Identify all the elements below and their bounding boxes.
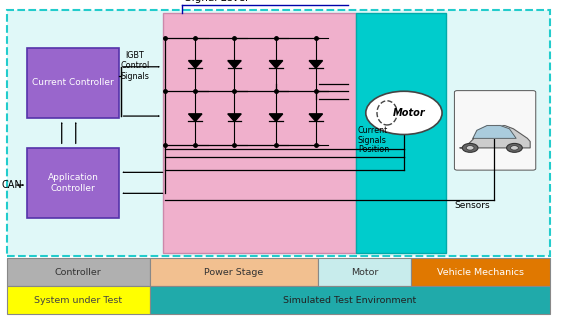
- Polygon shape: [473, 126, 516, 138]
- Text: Current
Signals: Current Signals: [358, 126, 388, 145]
- Text: Motor: Motor: [351, 268, 378, 277]
- Text: Power Stage: Power Stage: [204, 268, 264, 277]
- Polygon shape: [188, 114, 202, 121]
- Text: Controller: Controller: [55, 268, 102, 277]
- Bar: [27, 48, 119, 118]
- Bar: [411, 258, 550, 286]
- Text: Application
Controller: Application Controller: [48, 173, 99, 193]
- Circle shape: [366, 91, 442, 135]
- Text: Simulated Test Environment: Simulated Test Environment: [283, 296, 416, 305]
- Polygon shape: [228, 60, 241, 68]
- Polygon shape: [228, 114, 241, 121]
- Circle shape: [507, 143, 522, 152]
- Text: Motor: Motor: [393, 108, 426, 118]
- Circle shape: [511, 146, 518, 150]
- Bar: [7, 286, 150, 314]
- FancyBboxPatch shape: [454, 91, 536, 170]
- Bar: [7, 258, 150, 286]
- Bar: [163, 13, 356, 253]
- Text: Position: Position: [358, 145, 389, 154]
- Bar: [150, 286, 550, 314]
- Text: Sensors: Sensors: [454, 201, 490, 210]
- Polygon shape: [309, 114, 323, 121]
- Bar: [356, 13, 446, 253]
- Circle shape: [466, 146, 474, 150]
- Polygon shape: [460, 126, 530, 148]
- Text: Current Controller: Current Controller: [33, 78, 114, 87]
- Text: Vehicle Mechanics: Vehicle Mechanics: [436, 268, 524, 277]
- Text: IGBT
Control
Signals: IGBT Control Signals: [120, 51, 149, 81]
- Polygon shape: [269, 60, 283, 68]
- Bar: [27, 148, 119, 218]
- Bar: [318, 258, 411, 286]
- Polygon shape: [188, 60, 202, 68]
- Bar: [150, 258, 318, 286]
- Polygon shape: [309, 60, 323, 68]
- Text: System under Test: System under Test: [34, 296, 122, 305]
- Polygon shape: [269, 114, 283, 121]
- Text: Signal Level: Signal Level: [185, 0, 248, 3]
- Text: CAN: CAN: [2, 180, 22, 190]
- Circle shape: [462, 143, 478, 152]
- Bar: [7, 10, 550, 256]
